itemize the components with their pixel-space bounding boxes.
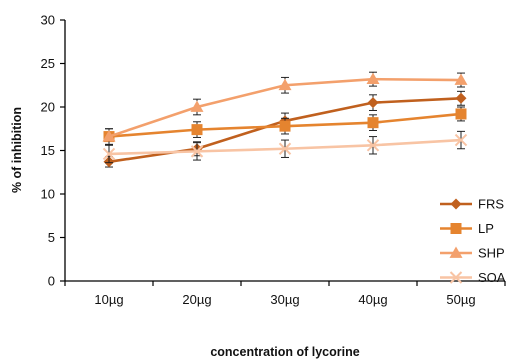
data-point-shp [454,73,468,85]
data-point-lp [367,117,379,129]
data-point-soa [454,133,468,147]
x-axis-title: concentration of lycorine [210,345,359,359]
legend-label-lp: LP [478,221,494,236]
data-point-lp [279,120,291,132]
data-point-soa [190,145,204,158]
series-shp [102,71,468,145]
data-point-lp [455,108,467,120]
legend-label-frs: FRS [478,197,504,212]
ticks: 0 5 10 15 20 25 30 10µg 20µg 30µg 40µg 50µg [41,13,506,307]
legend-marker-lp [450,223,462,234]
y-axis-title: % of inhibition [10,107,24,193]
data-point-shp [190,100,204,112]
data-point-shp [278,78,292,91]
x-tick-label: 30µg [270,292,299,307]
data-point-soa-stroke [190,145,204,158]
y-tick-label: 30 [41,13,55,28]
legend-marker-soa-stroke [449,271,463,284]
legend-item-soa: SOA [440,270,506,285]
data-point-soa [278,142,292,155]
y-tick-label: 25 [41,56,55,71]
y-tick-label: 5 [48,230,55,245]
data-point-frs [367,97,379,109]
data-point-frs [455,92,467,104]
y-tick-label: 15 [41,143,55,158]
x-tick-label: 20µg [182,292,211,307]
legend-marker-frs [450,198,462,210]
legend: FRS LP SHP SOA [440,197,506,285]
legend-marker-shp [449,246,463,258]
data-point-shp [102,130,116,142]
legend-item-frs: FRS [440,197,504,212]
data-point-lp [191,124,203,136]
series-group [102,71,468,168]
data-point-shp [366,72,380,85]
data-point-soa-stroke [102,147,116,161]
x-tick-label: 50µg [446,292,475,307]
legend-item-lp: LP [440,221,494,236]
y-tick-label: 10 [41,187,55,202]
data-point-soa-stroke [278,142,292,155]
legend-label-soa: SOA [478,270,506,285]
data-point-soa-stroke [366,139,380,152]
data-point-soa [366,139,380,152]
x-tick-label: 40µg [358,292,387,307]
data-point-soa [102,147,116,161]
legend-label-shp: SHP [478,246,505,261]
series-soa [102,130,468,164]
legend-item-shp: SHP [440,246,505,261]
legend-marker-soa [449,271,463,284]
x-tick-label: 10µg [94,292,123,307]
y-tick-label: 0 [48,274,55,289]
y-tick-label: 20 [41,100,55,115]
data-point-soa-stroke [454,133,468,147]
